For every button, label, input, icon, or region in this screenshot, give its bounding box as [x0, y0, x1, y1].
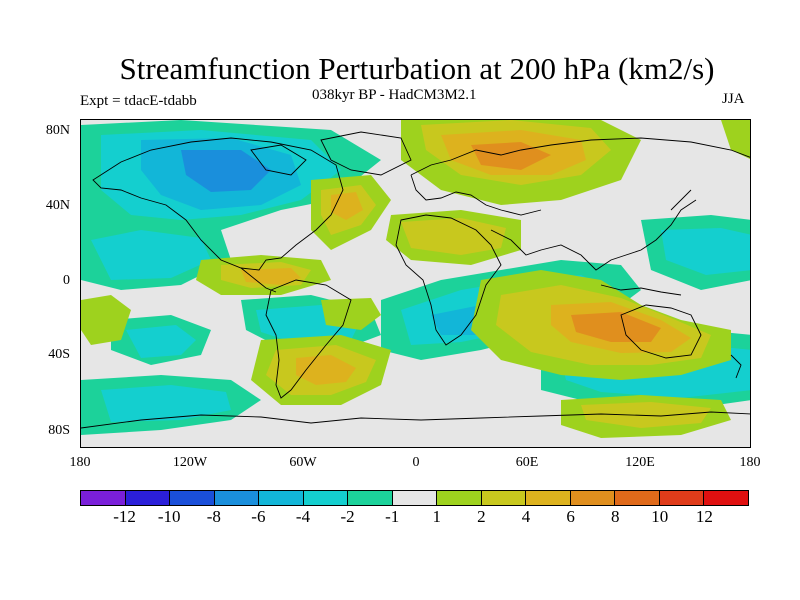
colorbar-swatch: [214, 491, 260, 505]
colorbar-tick-label: -8: [206, 507, 221, 526]
colorbar-tick-label: 1: [432, 507, 442, 526]
lon-label-120e: 120E: [625, 455, 655, 470]
colorbar-tick-label: 4: [521, 507, 531, 526]
colorbar-swatch: [704, 491, 748, 505]
colorbar-swatch: [348, 491, 393, 505]
colorbar-swatch: [392, 491, 438, 505]
chart-subtitle: 038kyr BP - HadCM3M2.1: [312, 87, 477, 103]
colorbar-swatch: [125, 491, 171, 505]
lon-label-180e: 180: [739, 455, 761, 470]
lon-label-120w: 120W: [172, 455, 208, 470]
map-panel: [80, 119, 751, 448]
colorbar-tick-label: -1: [385, 507, 400, 526]
field-contours: [81, 120, 750, 438]
colorbar-swatch: [481, 491, 527, 505]
positive-anomaly-region: [296, 355, 356, 385]
positive-anomaly-region: [81, 295, 131, 345]
lat-label-0: 0: [63, 273, 70, 288]
positive-anomaly-region: [321, 298, 381, 330]
colorbar-tick-label: -10: [157, 507, 181, 526]
colorbar: [80, 490, 749, 506]
colorbar-tick-label: 8: [610, 507, 620, 526]
lon-label-60e: 60E: [515, 455, 539, 470]
colorbar-tick-label: 2: [477, 507, 486, 526]
positive-anomaly-region: [571, 312, 661, 342]
lat-label-80s: 80S: [48, 423, 70, 438]
lat-label-40s: 40S: [48, 347, 70, 362]
positive-anomaly-region: [721, 120, 750, 160]
colorbar-swatch: [570, 491, 616, 505]
lon-label-0: 0: [412, 455, 420, 470]
negative-anomaly-region: [91, 230, 211, 280]
colorbar-swatch: [615, 491, 660, 505]
negative-anomaly-region: [661, 228, 750, 275]
coastlines: [81, 131, 750, 429]
colorbar-swatch: [659, 491, 705, 505]
colorbar-tick-label: -2: [340, 507, 355, 526]
colorbar-tick-label: 12: [695, 507, 713, 526]
negative-anomaly-region: [101, 385, 231, 422]
colorbar-swatch: [526, 491, 571, 505]
colorbar-tick-label: 10: [651, 507, 669, 526]
colorbar-tick-label: -6: [251, 507, 266, 526]
positive-anomaly-region: [581, 402, 711, 428]
lon-label-60w: 60W: [289, 455, 317, 470]
lat-label-80n: 80N: [45, 123, 70, 138]
colorbar-tick-label: -12: [113, 507, 136, 526]
negative-anomaly-region: [126, 325, 196, 358]
chart-title: Streamfunction Perturbation at 200 hPa (…: [119, 51, 715, 86]
colorbar-swatch: [259, 491, 304, 505]
colorbar-tick-label: 6: [566, 507, 575, 526]
colorbar-swatch: [170, 491, 215, 505]
streamfunction-map: [81, 120, 750, 438]
positive-anomaly-region: [471, 142, 551, 170]
positive-anomaly-region: [241, 268, 301, 285]
positive-anomaly-region: [401, 218, 506, 255]
lat-label-40n: 40N: [45, 198, 70, 213]
colorbar-swatch: [303, 491, 349, 505]
colorbar-swatch: [437, 491, 482, 505]
colorbar-tick-label: -4: [295, 507, 311, 526]
season-label: JJA: [722, 91, 745, 107]
negative-anomaly-region: [181, 150, 271, 192]
experiment-label: Expt = tdacE-tdabb: [80, 93, 197, 109]
lon-label-180w: 180: [69, 455, 91, 470]
colorbar-swatch: [81, 491, 126, 505]
